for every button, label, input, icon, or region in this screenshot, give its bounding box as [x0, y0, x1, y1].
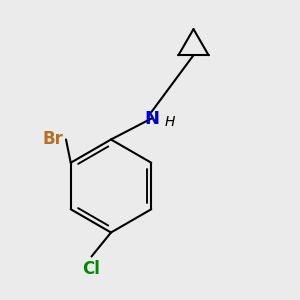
Text: H: H: [164, 116, 175, 129]
Text: Cl: Cl: [82, 260, 100, 278]
Text: Br: Br: [42, 130, 63, 148]
Text: N: N: [144, 110, 159, 128]
